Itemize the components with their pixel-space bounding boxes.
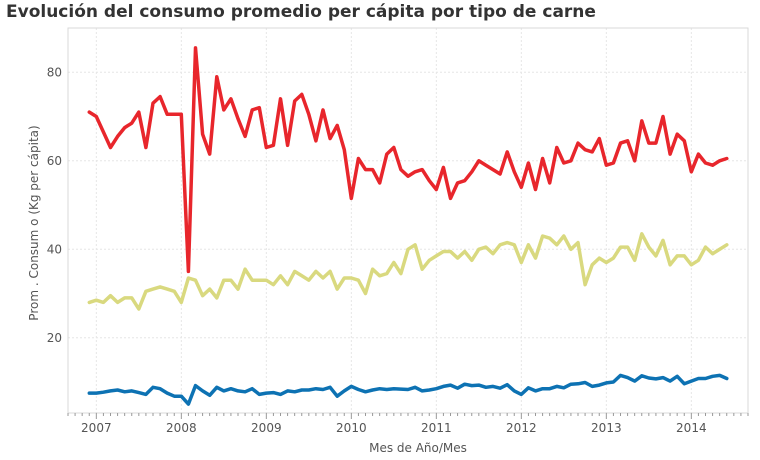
gridlines <box>68 28 748 413</box>
x-axis-label: Mes de Año/Mes <box>369 441 467 455</box>
y-axis-label: Prom . Consum o (Kg per cápita) <box>27 125 41 320</box>
x-axis: 2007 2008 2009 2010 2011 2012 2013 2014 <box>67 413 749 435</box>
series-line-2 <box>87 232 729 311</box>
y-tick-label: 20 <box>47 331 62 345</box>
plot-area-frame <box>67 27 749 414</box>
x-tick-label: 2013 <box>591 421 622 435</box>
series-lines <box>87 46 729 406</box>
x-tick-label: 2007 <box>81 421 112 435</box>
y-tick-label: 60 <box>47 154 62 168</box>
x-tick-label: 2010 <box>336 421 367 435</box>
y-tick-label: 80 <box>47 65 62 79</box>
series-line-1 <box>87 46 729 274</box>
x-tick-label: 2012 <box>506 421 537 435</box>
series-line-3 <box>87 373 729 406</box>
x-tick-label: 2011 <box>421 421 452 435</box>
chart-title: Evolución del consumo promedio per cápit… <box>6 2 596 22</box>
x-tick-label: 2014 <box>676 421 707 435</box>
x-tick-label: 2008 <box>166 421 197 435</box>
y-tick-label: 40 <box>47 242 62 256</box>
y-axis: 20 40 60 80 <box>47 65 62 345</box>
x-tick-label: 2009 <box>251 421 282 435</box>
